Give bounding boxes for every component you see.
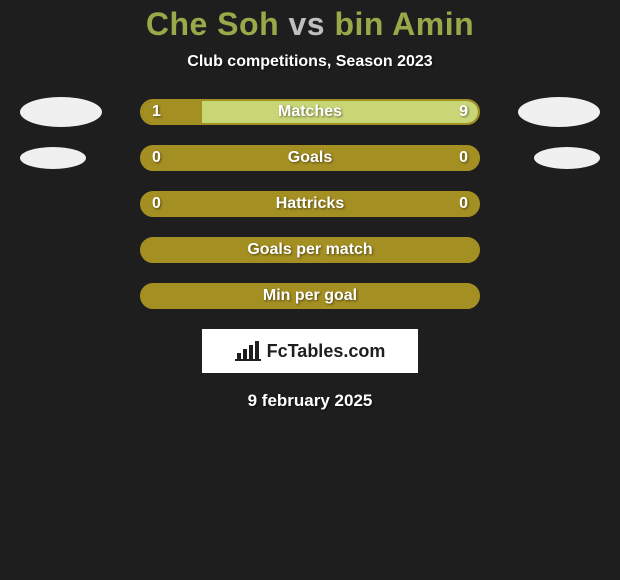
player1-avatar <box>20 147 86 169</box>
player2-avatar <box>518 97 600 127</box>
stat-bar <box>140 99 480 125</box>
stat-row: Goals per match <box>0 237 620 263</box>
stat-bar <box>140 191 480 217</box>
vs-text: vs <box>289 6 326 42</box>
stat-row: Matches19 <box>0 99 620 125</box>
player1-name: Che Soh <box>146 6 279 42</box>
player2-name: bin Amin <box>334 6 474 42</box>
stat-bar <box>140 283 480 309</box>
bar-fill-right <box>202 101 478 123</box>
stat-bar <box>140 237 480 263</box>
bar-fill-left <box>142 101 202 123</box>
comparison-title: Che Soh vs bin Amin <box>0 6 620 43</box>
stat-bar <box>140 145 480 171</box>
player1-avatar <box>20 97 102 127</box>
stat-row: Hattricks00 <box>0 191 620 217</box>
player2-avatar <box>534 147 600 169</box>
bar-chart-icon <box>235 341 261 361</box>
date-line: 9 february 2025 <box>0 391 620 411</box>
stat-row: Min per goal <box>0 283 620 309</box>
logo-box: FcTables.com <box>202 329 418 373</box>
subtitle: Club competitions, Season 2023 <box>0 53 620 71</box>
stat-row: Goals00 <box>0 145 620 171</box>
logo-text: FcTables.com <box>267 341 386 362</box>
